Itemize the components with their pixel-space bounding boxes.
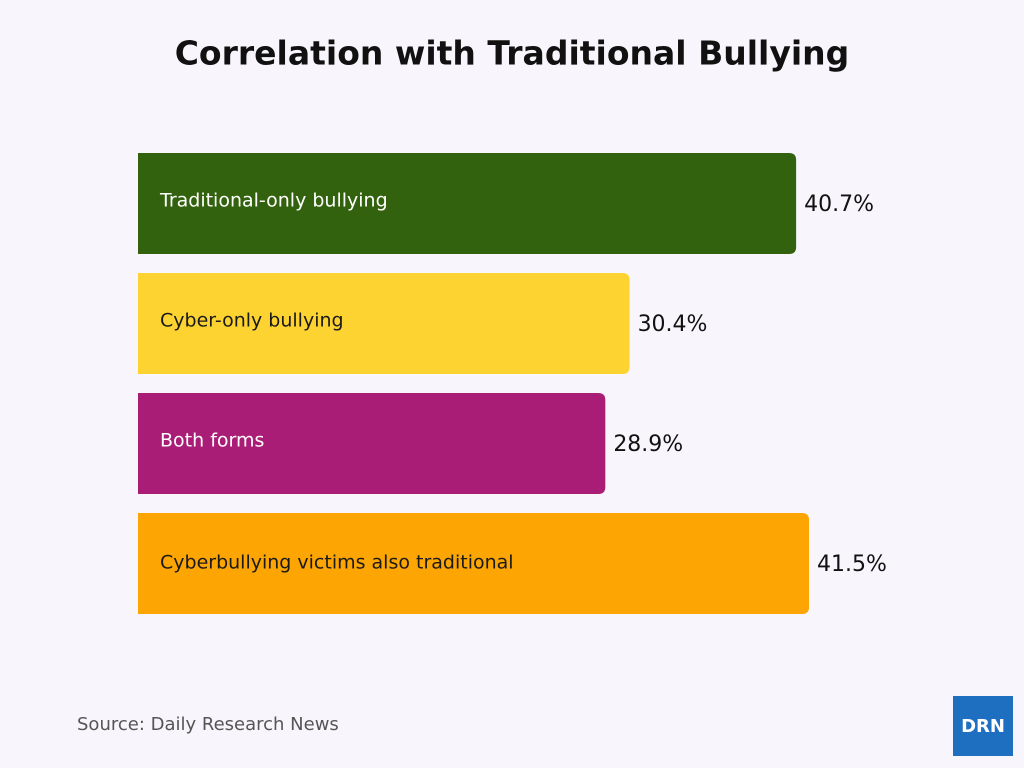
bar-label: Cyber-only bullying bbox=[160, 310, 344, 332]
bar-label: Cyberbullying victims also traditional bbox=[160, 552, 514, 574]
source: Source: Daily Research News bbox=[77, 714, 339, 735]
bar bbox=[138, 153, 797, 254]
value-label: 40.7% bbox=[804, 192, 874, 217]
bar-label: Traditional-only bullying bbox=[159, 190, 388, 212]
bar-label: Both forms bbox=[160, 430, 264, 452]
logo: DRN bbox=[961, 716, 1005, 737]
chart-title: Correlation with Traditional Bullying bbox=[175, 34, 850, 73]
value-label: 30.4% bbox=[638, 312, 708, 337]
bar bbox=[138, 393, 606, 494]
value-label: 41.5% bbox=[817, 552, 887, 577]
logo-box bbox=[953, 696, 1013, 756]
bar bbox=[138, 273, 630, 374]
bar bbox=[138, 513, 810, 614]
value-label: 28.9% bbox=[613, 432, 683, 457]
